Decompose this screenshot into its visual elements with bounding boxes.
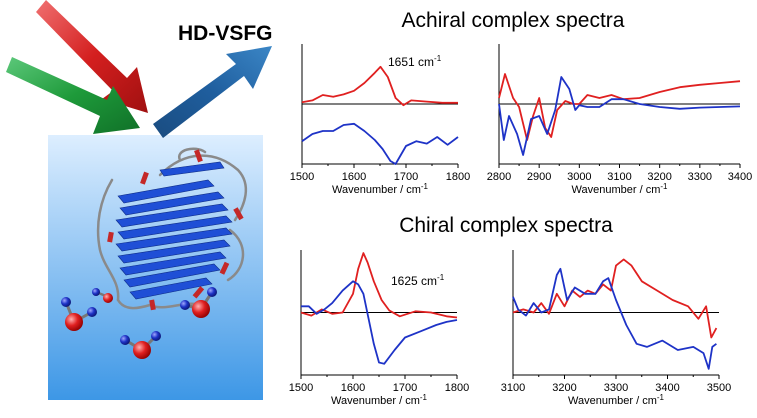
chiral-section-title: Chiral complex spectra	[399, 214, 613, 237]
incident-red-beam-icon	[36, 0, 148, 113]
x-tick-label: 1600	[342, 171, 366, 183]
incident-green-beam-icon	[6, 57, 140, 134]
series-line-red	[512, 258, 718, 339]
x-tick-label: 3300	[604, 382, 628, 394]
series-line-blue	[301, 122, 459, 165]
achiral-section-title: Achiral complex spectra	[402, 9, 625, 32]
x-tick-label: 3100	[607, 171, 631, 183]
hd-vsfg-label: HD-VSFG	[178, 22, 273, 45]
x-tick-label: 2800	[487, 171, 511, 183]
x-tick-label: 1500	[289, 382, 313, 394]
chart-chiral-amide: 1500 1600 1700 1800 Wavenumber / cm-1 1625 cm…	[289, 250, 469, 407]
peak-annotation: 1651 cm-1	[388, 54, 442, 69]
series-line-red	[301, 65, 458, 107]
x-tick-label: 1700	[394, 171, 418, 183]
x-tick-label: 1800	[446, 171, 470, 183]
series-line-blue	[301, 280, 458, 365]
protein-structure-icon	[96, 147, 248, 311]
water-molecule-3	[180, 287, 217, 318]
water-molecule-2	[120, 331, 161, 359]
x-tick-label: 2900	[527, 171, 551, 183]
x-axis-label: Wavenumber / cm-1	[332, 182, 429, 196]
water-molecules-icon	[61, 287, 217, 359]
x-tick-label: 3400	[655, 382, 679, 394]
x-axis-label: Wavenumber / cm-1	[572, 182, 669, 196]
x-tick-label: 1500	[290, 171, 314, 183]
interface-illustration: HD-VSFG	[6, 0, 273, 400]
x-tick-label: 1800	[445, 382, 469, 394]
water-molecule-4	[92, 288, 113, 303]
x-tick-label: 3100	[501, 382, 525, 394]
chart-achiral-amide: 1500 1600 1700 1800 Wavenumber / cm-1 1651 cm…	[290, 44, 470, 196]
x-tick-label: 3200	[647, 171, 671, 183]
x-tick-label: 3400	[728, 171, 752, 183]
series-line-blue	[512, 267, 717, 370]
x-tick-label: 3200	[552, 382, 576, 394]
series-line-blue	[498, 76, 741, 156]
x-tick-label: 3500	[707, 382, 731, 394]
chart-chiral-ch: 3100 3200 3300 3400 3500 Wavenumber / cm-1	[501, 250, 731, 407]
x-tick-label: 3300	[688, 171, 712, 183]
water-molecule-1	[61, 297, 97, 331]
x-tick-label: 1700	[393, 382, 417, 394]
series-line-red	[300, 252, 458, 319]
peak-annotation: 1625 cm-1	[391, 273, 445, 288]
x-axis-label: Wavenumber / cm-1	[331, 393, 428, 407]
outgoing-blue-beam-icon	[153, 46, 272, 138]
x-tick-label: 1600	[341, 382, 365, 394]
chart-achiral-ch: 2800 2900 3000 3100 3200 3300 3400 Wavenumber /…	[487, 44, 752, 196]
x-tick-label: 3000	[567, 171, 591, 183]
x-axis-label: Wavenumber / cm-1	[568, 393, 665, 407]
